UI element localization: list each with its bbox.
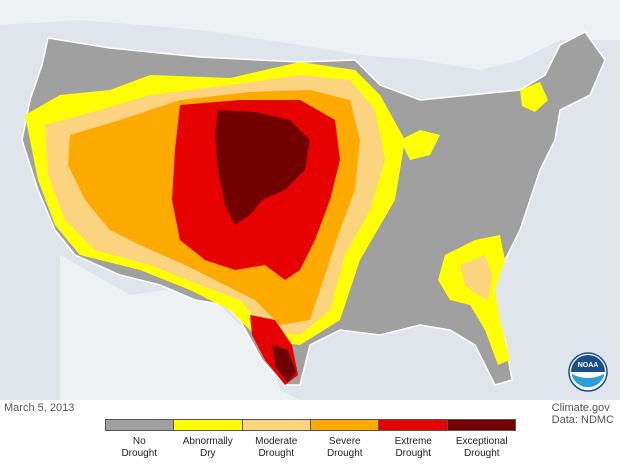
moderate-drought-southeast xyxy=(460,255,492,300)
legend-swatches xyxy=(105,419,516,431)
canada-land xyxy=(0,0,620,70)
exceptional-drought-texas xyxy=(272,345,296,382)
legend-label-severe: Severe Drought xyxy=(326,436,363,459)
legend-labels: No Drought Abnormally Dry Moderate Drought … xyxy=(105,436,516,460)
credit-line-2: Data: NDMC xyxy=(551,414,614,426)
legend-label-extreme: Extreme Drought xyxy=(394,436,432,459)
credit: Climate.gov Data: NDMC xyxy=(552,402,614,426)
abnormally-dry-southeast xyxy=(438,235,510,365)
noaa-logo: NOAA xyxy=(568,352,608,392)
noaa-logo-text: NOAA xyxy=(578,362,599,369)
abnormally-dry-northeast xyxy=(520,82,548,112)
drought-map: NOAA xyxy=(0,0,620,400)
map-date: March 5, 2013 xyxy=(4,402,75,414)
footer: March 5, 2013 Climate.gov Data: NDMC No D… xyxy=(0,400,620,464)
legend-swatch-exceptional xyxy=(447,419,516,431)
legend-swatch-no-drought xyxy=(105,419,175,431)
mexico-land xyxy=(60,255,300,400)
legend-swatch-moderate xyxy=(242,419,311,431)
legend-swatch-extreme xyxy=(379,419,448,431)
credit-line-1: Climate.gov xyxy=(551,402,610,414)
legend-label-exceptional: Exceptional Drought xyxy=(455,436,508,459)
map-svg xyxy=(0,0,620,400)
exceptional-drought-region xyxy=(215,110,310,225)
legend-swatch-abnormally-dry xyxy=(174,419,243,431)
abnormally-dry-great-lakes xyxy=(400,130,440,160)
legend-label-moderate: Moderate Drought xyxy=(255,436,298,459)
legend-label-no-drought: No Drought xyxy=(121,436,158,459)
legend-swatch-severe xyxy=(310,419,380,431)
legend-label-abnormally-dry: Abnormally Dry xyxy=(182,436,233,459)
